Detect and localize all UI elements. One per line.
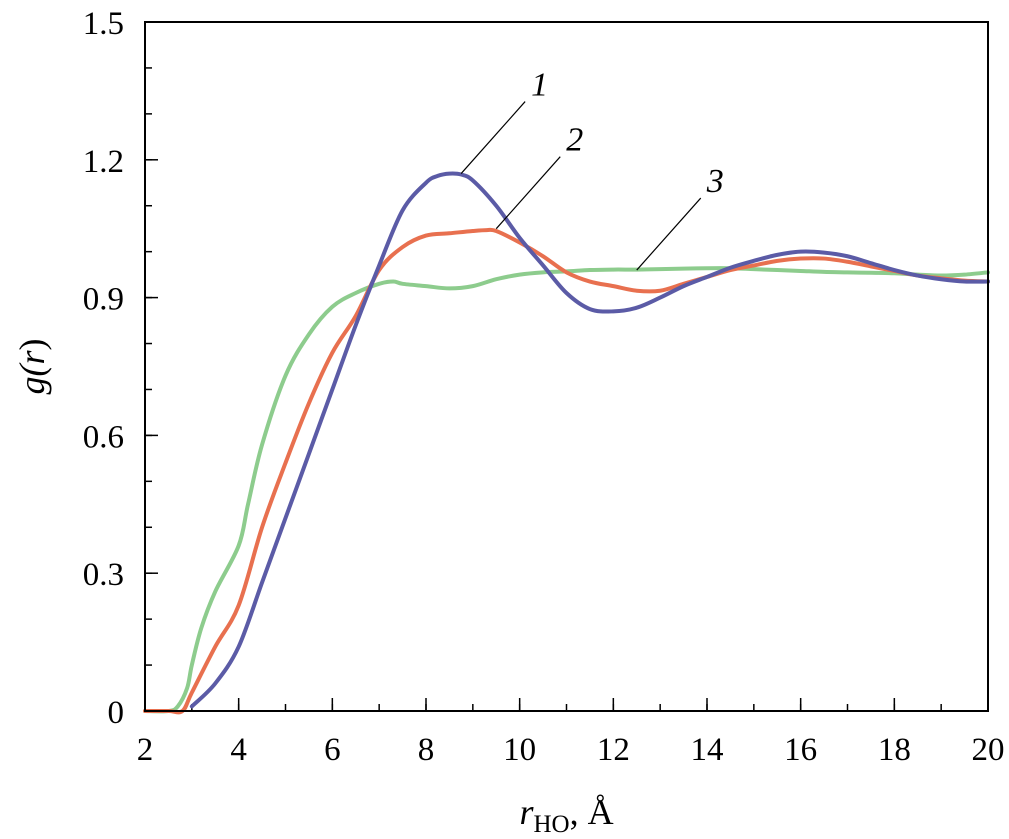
- x-tick-label: 16: [784, 732, 817, 768]
- series-line-2: [143, 227, 990, 715]
- curve-label-1: 1: [531, 67, 548, 104]
- plot-frame: [144, 21, 989, 712]
- y-axis-title-close: ): [12, 338, 52, 350]
- x-axis-title-subscript: HO: [533, 811, 569, 838]
- curve-labels: 12 3: [531, 67, 724, 200]
- y-tick-label: 0: [108, 695, 125, 731]
- y-axis-title-var: r: [12, 350, 52, 365]
- series-line-1: [189, 171, 990, 709]
- x-tick-label: 2: [137, 732, 154, 768]
- leader-lines: [460, 101, 702, 271]
- x-axis-title-unit: , Å: [570, 792, 614, 832]
- y-tick-label: 0.3: [83, 557, 124, 593]
- x-axis-title-var: r: [519, 792, 534, 832]
- series-lines: [143, 171, 990, 715]
- x-tick-label: 8: [418, 732, 435, 768]
- x-tick-label: 20: [972, 732, 1005, 768]
- leader-line-3: [636, 197, 702, 271]
- x-tick-label: 6: [324, 732, 341, 768]
- y-axis-title: g(r): [12, 338, 52, 394]
- x-tick-label: 4: [230, 732, 247, 768]
- series-line-3: [143, 266, 990, 714]
- x-axis-title: rHO, Å: [519, 792, 613, 838]
- y-tick-label: 0.6: [83, 419, 124, 455]
- y-tick-label: 1.5: [83, 6, 124, 42]
- curve-label-3: 3: [706, 163, 724, 200]
- y-tick-label: 1.2: [83, 144, 124, 180]
- x-tick-label: 10: [503, 732, 536, 768]
- y-tick-labels: 0 0.3 0.6 0.9 1.2 1.5: [83, 6, 124, 731]
- leader-line-1: [460, 101, 526, 174]
- x-tick-label: 14: [691, 732, 724, 768]
- y-tick-label: 0.9: [83, 282, 124, 318]
- leader-line-2: [495, 156, 561, 230]
- x-tick-label: 12: [597, 732, 630, 768]
- x-tick-labels: 2 4 6 8 10 12 14 16 18 20: [137, 732, 1005, 768]
- curve-label-2: 2: [566, 122, 583, 159]
- x-tick-label: 18: [878, 732, 911, 768]
- y-axis-title-func: g(: [12, 363, 52, 395]
